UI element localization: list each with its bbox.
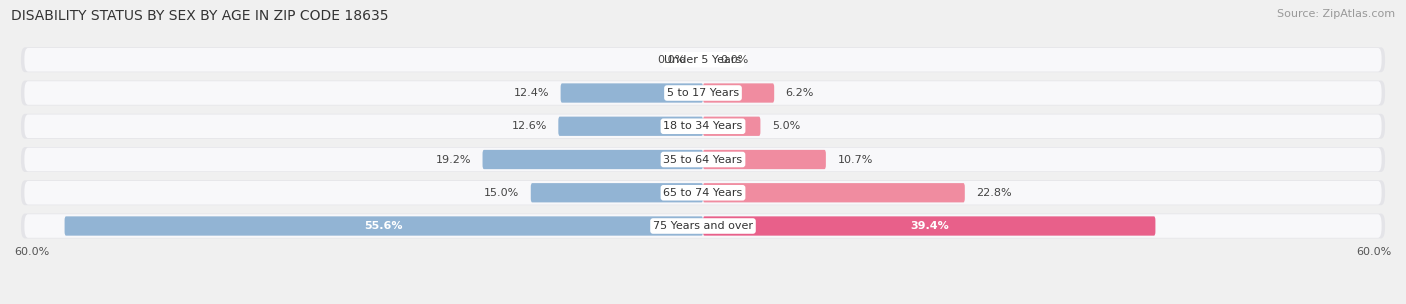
Text: 10.7%: 10.7% bbox=[838, 154, 873, 164]
FancyBboxPatch shape bbox=[531, 183, 703, 202]
FancyBboxPatch shape bbox=[703, 117, 761, 136]
FancyBboxPatch shape bbox=[21, 213, 1385, 238]
FancyBboxPatch shape bbox=[703, 83, 775, 103]
FancyBboxPatch shape bbox=[21, 114, 1385, 139]
Text: 35 to 64 Years: 35 to 64 Years bbox=[664, 154, 742, 164]
FancyBboxPatch shape bbox=[24, 181, 1382, 205]
Text: 0.0%: 0.0% bbox=[658, 55, 686, 65]
Text: 6.2%: 6.2% bbox=[786, 88, 814, 98]
Text: 39.4%: 39.4% bbox=[910, 221, 949, 231]
Text: 60.0%: 60.0% bbox=[14, 247, 49, 257]
Text: 75 Years and over: 75 Years and over bbox=[652, 221, 754, 231]
FancyBboxPatch shape bbox=[21, 147, 1385, 172]
Text: 60.0%: 60.0% bbox=[1357, 247, 1392, 257]
FancyBboxPatch shape bbox=[65, 216, 703, 236]
FancyBboxPatch shape bbox=[21, 47, 1385, 72]
FancyBboxPatch shape bbox=[703, 150, 825, 169]
Text: 65 to 74 Years: 65 to 74 Years bbox=[664, 188, 742, 198]
FancyBboxPatch shape bbox=[21, 180, 1385, 205]
Text: 5 to 17 Years: 5 to 17 Years bbox=[666, 88, 740, 98]
Text: 15.0%: 15.0% bbox=[484, 188, 519, 198]
FancyBboxPatch shape bbox=[24, 214, 1382, 238]
FancyBboxPatch shape bbox=[558, 117, 703, 136]
FancyBboxPatch shape bbox=[482, 150, 703, 169]
Text: DISABILITY STATUS BY SEX BY AGE IN ZIP CODE 18635: DISABILITY STATUS BY SEX BY AGE IN ZIP C… bbox=[11, 9, 388, 23]
Text: Source: ZipAtlas.com: Source: ZipAtlas.com bbox=[1277, 9, 1395, 19]
Text: 19.2%: 19.2% bbox=[436, 154, 471, 164]
Text: 12.6%: 12.6% bbox=[512, 121, 547, 131]
Text: Under 5 Years: Under 5 Years bbox=[665, 55, 741, 65]
FancyBboxPatch shape bbox=[24, 148, 1382, 171]
FancyBboxPatch shape bbox=[24, 48, 1382, 71]
FancyBboxPatch shape bbox=[21, 81, 1385, 105]
Text: 0.0%: 0.0% bbox=[720, 55, 748, 65]
Text: 5.0%: 5.0% bbox=[772, 121, 800, 131]
Text: 55.6%: 55.6% bbox=[364, 221, 404, 231]
Text: 22.8%: 22.8% bbox=[976, 188, 1012, 198]
FancyBboxPatch shape bbox=[24, 81, 1382, 105]
FancyBboxPatch shape bbox=[561, 83, 703, 103]
FancyBboxPatch shape bbox=[24, 114, 1382, 138]
Text: 12.4%: 12.4% bbox=[513, 88, 550, 98]
Legend: Male, Female: Male, Female bbox=[643, 301, 763, 304]
FancyBboxPatch shape bbox=[703, 216, 1156, 236]
FancyBboxPatch shape bbox=[703, 183, 965, 202]
Text: 18 to 34 Years: 18 to 34 Years bbox=[664, 121, 742, 131]
